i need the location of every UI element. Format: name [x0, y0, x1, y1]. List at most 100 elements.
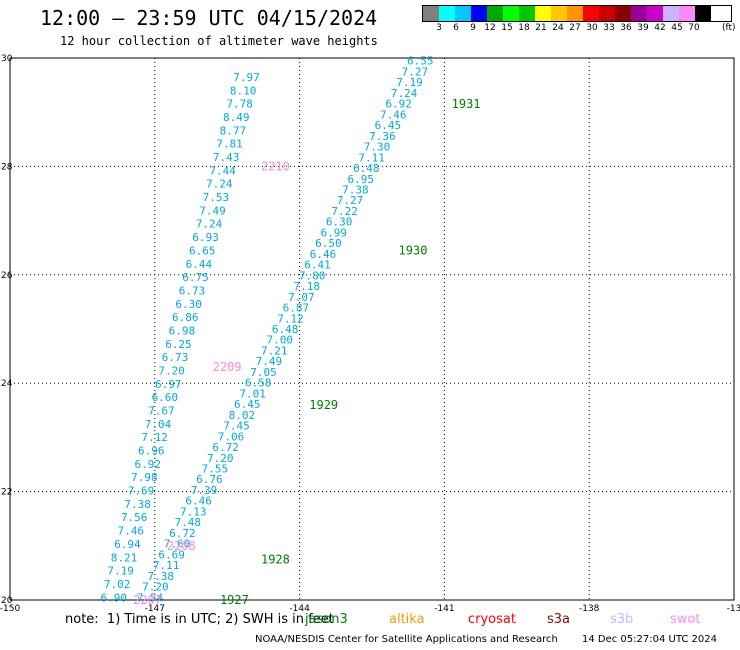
pass-time-label: 1929 — [309, 398, 338, 412]
pass-time-label: 1930 — [399, 243, 428, 257]
y-tick-label: 24 — [1, 379, 13, 389]
wave-height-value: 6.73 — [162, 351, 189, 364]
satellite-legend-item: jason3 — [305, 612, 348, 627]
wave-height-value: 6.86 — [172, 311, 199, 324]
color-scale-label: 15 — [501, 23, 513, 33]
x-tick-label: -141 — [434, 604, 454, 614]
wave-height-value: 8.77 — [220, 124, 247, 137]
chart-subtitle: 12 hour collection of altimeter wave hei… — [60, 34, 378, 48]
wave-height-value: 7.38 — [124, 498, 151, 511]
satellite-legend-item: altika — [389, 612, 425, 627]
wave-height-value: 7.46 — [380, 108, 407, 121]
wave-height-value: 6.94 — [114, 538, 141, 551]
wave-height-value: 7.01 — [239, 387, 266, 400]
color-scale-label: 45 — [671, 23, 683, 33]
wave-height-value: 6.65 — [189, 244, 216, 257]
color-swatch — [615, 6, 631, 21]
color-scale-label: 24 — [552, 23, 564, 33]
wave-height-value: 7.00 — [266, 334, 293, 347]
color-scale-label: 12 — [484, 23, 496, 33]
wave-height-value: 7.49 — [199, 204, 226, 217]
wave-height-value: 7.21 — [261, 344, 288, 357]
wave-height-value: 7.12 — [277, 312, 304, 325]
wave-height-value: 6.45 — [375, 119, 402, 132]
chart-title: 12:00 – 23:59 UTC 04/15/2024 — [40, 6, 378, 30]
wave-height-value: 7.19 — [107, 565, 134, 578]
wave-height-value: 6.30 — [175, 298, 202, 311]
wave-height-value: 7.43 — [213, 151, 240, 164]
color-scale-label: 9 — [470, 23, 476, 33]
wave-height-value: 6.97 — [155, 378, 182, 391]
footer-timestamp: 14 Dec 05:27:04 UTC 2024 — [582, 634, 717, 645]
color-scale-label: 18 — [518, 23, 530, 33]
wave-height-value: 6.58 — [245, 377, 272, 390]
wave-height-value: 8.49 — [223, 111, 250, 124]
pass-time-label: 1927 — [220, 593, 249, 607]
wave-height-value: 6.55 — [407, 55, 434, 68]
y-tick-label: 28 — [1, 162, 13, 172]
color-swatch — [535, 6, 551, 21]
wave-height-value: 7.20 — [158, 364, 185, 377]
wave-height-value: 8.21 — [111, 551, 138, 564]
wave-height-value: 7.38 — [148, 570, 175, 583]
wave-height-value: 6.25 — [165, 338, 192, 351]
pass-time-label: 2210 — [261, 159, 290, 173]
satellite-legend-item: s3a — [547, 612, 571, 627]
y-tick-label: 30 — [1, 54, 13, 64]
y-tick-label: 20 — [1, 596, 13, 606]
color-scale-label: 39 — [637, 23, 649, 33]
wave-height-value: 7.30 — [364, 141, 391, 154]
wave-height-value: 6.48 — [353, 162, 380, 175]
color-swatch — [647, 6, 663, 21]
pass-time-label: 2209 — [213, 360, 242, 374]
color-swatch — [519, 6, 535, 21]
color-swatch — [695, 6, 711, 21]
wave-height-value: 7.06 — [218, 430, 245, 443]
wave-height-value: 7.80 — [299, 269, 326, 282]
wave-height-value: 7.24 — [196, 218, 223, 231]
wave-height-value: 7.98 — [131, 471, 158, 484]
color-swatch — [487, 6, 503, 21]
wave-height-value: 7.11 — [358, 151, 385, 164]
wave-height-value: 7.27 — [402, 65, 429, 78]
color-swatch — [551, 6, 567, 21]
color-scale-label: 42 — [654, 23, 666, 33]
wave-height-value: 8.02 — [229, 409, 256, 422]
color-swatch — [663, 6, 679, 21]
wave-height-value: 7.19 — [396, 76, 423, 89]
color-scale-label: 30 — [586, 23, 598, 33]
color-scale-labels: 3 6 9 12 15 18 21 24 27 30 33 36 39 42 45 70 — [422, 22, 732, 34]
wave-height-value: 6.76 — [196, 473, 223, 486]
wave-height-value: 7.60 — [164, 538, 191, 551]
color-scale-label: 70 — [688, 23, 700, 33]
wave-height-value: 7.56 — [121, 511, 148, 524]
x-tick-label: -147 — [145, 604, 165, 614]
wave-height-value: 6.72 — [212, 441, 239, 454]
color-scale-unit: (ft) — [722, 23, 736, 33]
color-scale-label: 6 — [453, 23, 459, 33]
wave-height-value: 7.38 — [342, 183, 369, 196]
wave-height-value: 6.99 — [321, 226, 348, 239]
wave-height-value: 7.54 — [137, 591, 164, 604]
wave-height-value: 6.96 — [138, 445, 165, 458]
color-scale-label: 36 — [620, 23, 632, 33]
wave-height-value: 6.72 — [169, 527, 196, 540]
wave-height-value: 6.60 — [152, 391, 179, 404]
wave-height-value: 7.49 — [256, 355, 283, 368]
wave-height-value: 6.92 — [385, 98, 412, 111]
wave-height-value: 7.27 — [337, 194, 364, 207]
wave-height-value: 7.48 — [175, 516, 202, 529]
color-scale-label: 33 — [603, 23, 615, 33]
wave-height-value: 7.44 — [209, 164, 236, 177]
color-swatch — [583, 6, 599, 21]
color-swatch — [567, 6, 583, 21]
wave-height-value: 6.45 — [234, 398, 261, 411]
color-scale-legend: 3 6 9 12 15 18 21 24 27 30 33 36 39 42 45 70 (ft) — [422, 5, 736, 34]
pass-time-label: 2208 — [167, 539, 196, 553]
wave-height-value: 7.69 — [128, 485, 155, 498]
footer-credit: NOAA/NESDIS Center for Satellite Applica… — [255, 634, 558, 645]
wave-height-value: 7.18 — [293, 280, 320, 293]
wave-height-value: 7.46 — [118, 525, 145, 538]
